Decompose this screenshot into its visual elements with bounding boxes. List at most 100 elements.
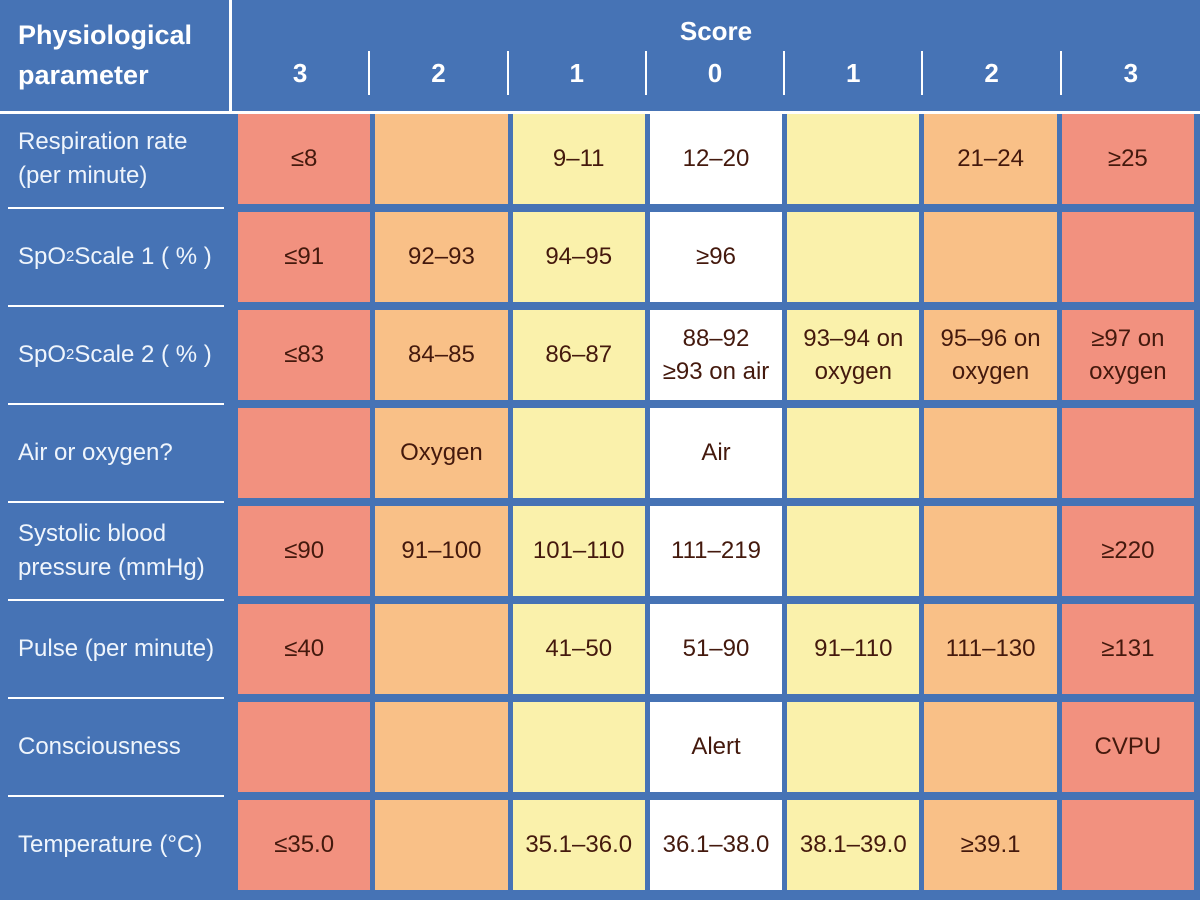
row-label: SpO 2 Scale 2 ( % ) xyxy=(18,340,212,368)
score-cell: 12–20 xyxy=(649,114,783,204)
row-cells: ≤8 9–11 12–20 21–24 ≥25 xyxy=(232,114,1200,204)
score-cell xyxy=(787,114,920,204)
row-label: Consciousness xyxy=(18,732,181,760)
table-row: Respiration rate (per minute) ≤8 9–11 12–2… xyxy=(0,114,1200,204)
score-column-header: 0 xyxy=(647,51,786,95)
row-cells: ≤90 91–100 101–110 111–219 ≥220 xyxy=(232,506,1200,596)
score-cell: ≥39.1 xyxy=(924,800,1057,890)
score-cell xyxy=(512,702,645,792)
table-row: SpO 2 Scale 1 ( % ) ≤91 92–93 94–95 ≥96 xyxy=(0,212,1200,302)
score-cell xyxy=(1061,212,1194,302)
row-divider xyxy=(0,302,1200,310)
row-divider xyxy=(0,204,1200,212)
score-cell xyxy=(375,604,508,694)
row-cells: Alert CVPU xyxy=(232,702,1200,792)
score-cell: ≥220 xyxy=(1061,506,1194,596)
score-cell: 101–110 xyxy=(512,506,645,596)
score-cell: 51–90 xyxy=(649,604,783,694)
score-cell: ≥131 xyxy=(1061,604,1194,694)
row-cells: ≤35.0 35.1–36.0 36.1–38.0 38.1–39.0 ≥39.1 xyxy=(232,800,1200,890)
score-cell: ≤8 xyxy=(238,114,371,204)
score-cell: ≤83 xyxy=(238,310,371,400)
score-cell: ≥25 xyxy=(1061,114,1194,204)
table-row: Temperature (°C) ≤35.0 35.1–36.0 36.1–38.0… xyxy=(0,800,1200,890)
score-cell: 35.1–36.0 xyxy=(512,800,645,890)
score-cell xyxy=(924,506,1057,596)
score-column-header: 2 xyxy=(923,51,1062,95)
score-cell: 91–110 xyxy=(787,604,920,694)
score-cell: 95–96 on oxygen xyxy=(924,310,1057,400)
score-cell xyxy=(1061,800,1194,890)
score-cell xyxy=(924,702,1057,792)
row-divider-line xyxy=(8,795,224,797)
score-cell xyxy=(238,702,371,792)
score-cell: 38.1–39.0 xyxy=(787,800,920,890)
table-row: SpO 2 Scale 2 ( % ) ≤83 84–85 86–87 88–92 ≥93… xyxy=(0,310,1200,400)
score-cell: 84–85 xyxy=(375,310,508,400)
row-label: Air or oxygen? xyxy=(18,438,173,466)
table-row: Air or oxygen? Oxygen Air xyxy=(0,408,1200,498)
score-cell: 93–94 on oxygen xyxy=(787,310,920,400)
score-cell: 9–11 xyxy=(512,114,645,204)
score-cell: 94–95 xyxy=(512,212,645,302)
score-cell: 41–50 xyxy=(512,604,645,694)
row-divider-line xyxy=(8,305,224,307)
score-column-header: 3 xyxy=(232,51,371,95)
row-divider xyxy=(0,596,1200,604)
row-divider xyxy=(0,498,1200,506)
score-cell: CVPU xyxy=(1061,702,1194,792)
score-cell xyxy=(787,212,920,302)
score-cell xyxy=(787,702,920,792)
row-divider-line xyxy=(8,207,224,209)
row-cells: ≤91 92–93 94–95 ≥96 xyxy=(232,212,1200,302)
score-cell: 36.1–38.0 xyxy=(649,800,783,890)
score-cell: 92–93 xyxy=(375,212,508,302)
row-divider-line xyxy=(8,599,224,601)
score-cell: ≤40 xyxy=(238,604,371,694)
row-cells: Oxygen Air xyxy=(232,408,1200,498)
score-cell: 111–219 xyxy=(649,506,783,596)
score-cell xyxy=(1061,408,1194,498)
row-cells: ≤40 41–50 51–90 91–110 111–130 ≥131 xyxy=(232,604,1200,694)
score-cell xyxy=(375,114,508,204)
score-cell xyxy=(924,212,1057,302)
table-row: Pulse (per minute) ≤40 41–50 51–90 91–110 11… xyxy=(0,604,1200,694)
score-cell: 21–24 xyxy=(924,114,1057,204)
score-cell: ≤35.0 xyxy=(238,800,371,890)
score-cell: 88–92 ≥93 on air xyxy=(649,310,783,400)
row-label: SpO 2 Scale 1 ( % ) xyxy=(18,242,212,270)
score-cell: 86–87 xyxy=(512,310,645,400)
row-divider-line xyxy=(8,501,224,503)
row-label: Respiration rate (per minute) xyxy=(18,127,188,189)
score-cell xyxy=(375,702,508,792)
score-cell: ≤90 xyxy=(238,506,371,596)
table-body: Respiration rate (per minute) ≤8 9–11 12–2… xyxy=(0,114,1200,900)
row-divider xyxy=(0,694,1200,702)
score-column-header: 2 xyxy=(370,51,509,95)
score-cell xyxy=(512,408,645,498)
row-divider xyxy=(0,792,1200,800)
row-cells: ≤83 84–85 86–87 88–92 ≥93 on air 93–94 on oxyg… xyxy=(232,310,1200,400)
score-cell: Alert xyxy=(649,702,783,792)
score-column-header: 1 xyxy=(785,51,924,95)
score-cell xyxy=(238,408,371,498)
table-row: Systolic blood pressure (mmHg) ≤90 91–100… xyxy=(0,506,1200,596)
score-cell xyxy=(787,506,920,596)
score-cell: 91–100 xyxy=(375,506,508,596)
row-divider-line xyxy=(8,403,224,405)
score-column-header: 1 xyxy=(509,51,647,95)
score-cell xyxy=(924,408,1057,498)
table-row: Consciousness Alert CVPU xyxy=(0,702,1200,792)
score-cell: Oxygen xyxy=(375,408,508,498)
score-cell: 111–130 xyxy=(924,604,1057,694)
row-divider xyxy=(0,400,1200,408)
score-cell: Air xyxy=(649,408,783,498)
header-divider xyxy=(0,111,1200,114)
score-cell: ≥97 on oxygen xyxy=(1061,310,1194,400)
score-cell: ≥96 xyxy=(649,212,783,302)
row-label: Systolic blood pressure (mmHg) xyxy=(18,519,205,581)
